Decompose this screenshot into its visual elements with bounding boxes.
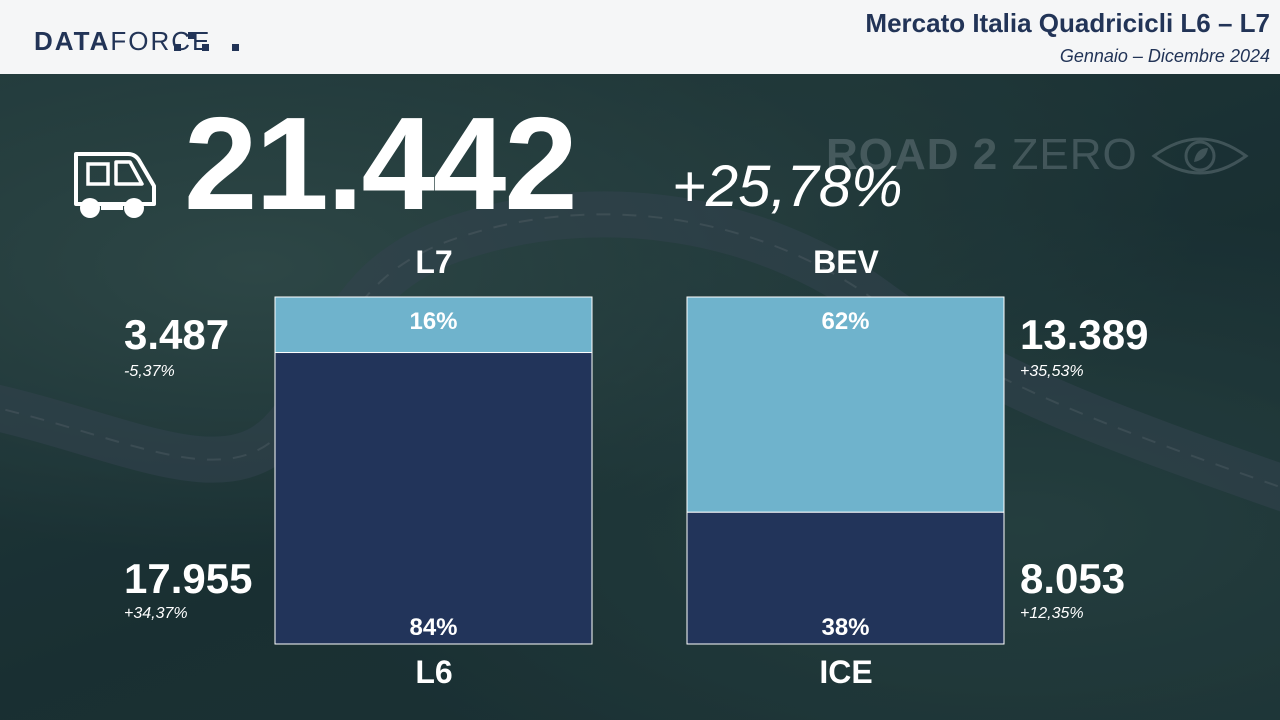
page-title: Mercato Italia Quadricicli L6 – L7 — [865, 8, 1270, 38]
ice-change: +12,35% — [1020, 605, 1084, 622]
l6-value: 17.955 — [124, 555, 253, 602]
ice-label: ICE — [819, 654, 873, 690]
background-tint — [0, 74, 1280, 720]
eye-leaf-icon — [1151, 137, 1249, 175]
bar-segment-l6 — [274, 352, 593, 645]
bar-segment-l7 — [274, 296, 593, 354]
bev-label: BEV — [813, 244, 879, 280]
quadricycle-van-icon — [74, 152, 156, 218]
bev-value: 13.389 — [1020, 311, 1149, 358]
bar-segment-bev — [686, 296, 1005, 513]
header-bar: DATAFORCE Mercato Italia Quadricicli L6 … — [0, 0, 1280, 74]
ice-value: 8.053 — [1020, 555, 1126, 602]
l6-label: L6 — [415, 654, 453, 690]
bar-label-bev: 62% — [821, 308, 869, 335]
road2zero-watermark: ROAD 2 ZERO — [826, 130, 1138, 179]
bev-change: +35,53% — [1020, 363, 1084, 380]
bar-label-l6: 84% — [409, 614, 457, 641]
dataforce-logo: DATAFORCE — [34, 26, 212, 56]
total-growth: +25,78% — [672, 154, 903, 219]
total-registrations: 21.442 — [184, 90, 578, 237]
l7-change: -5,37% — [124, 363, 175, 380]
l7-label: L7 — [415, 244, 453, 280]
bar-label-ice: 38% — [821, 614, 869, 641]
bar-label-l7: 16% — [409, 308, 457, 335]
logo-dots-icon — [170, 32, 250, 60]
l6-change: +34,37% — [124, 605, 188, 622]
page-subtitle: Gennaio – Dicembre 2024 — [1059, 46, 1270, 66]
l7-value: 3.487 — [124, 311, 230, 358]
